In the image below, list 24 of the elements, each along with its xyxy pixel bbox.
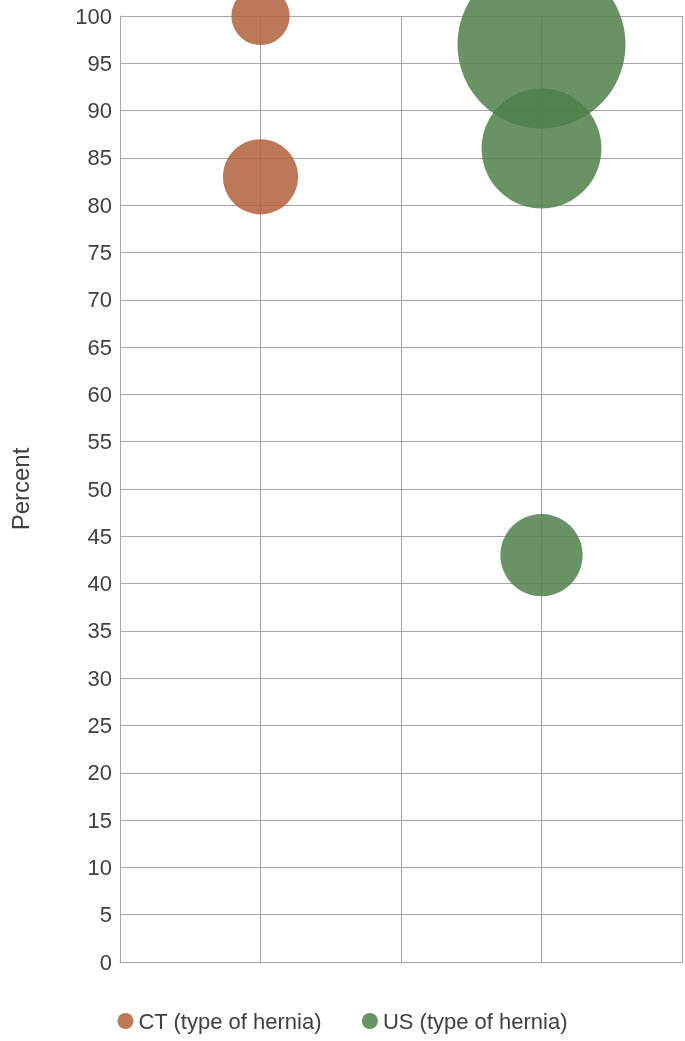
y-tick-label: 90 — [87, 98, 112, 124]
y-tick-label: 75 — [87, 240, 112, 265]
y-tick-label: 70 — [87, 287, 112, 313]
legend-label: CT (type of hernia) — [138, 1008, 322, 1034]
y-tick-label: 95 — [87, 50, 112, 76]
legend-label: US (type of hernia) — [382, 1008, 568, 1034]
y-tick-label: 15 — [87, 807, 112, 833]
y-tick-label: 30 — [87, 665, 112, 691]
y-tick-label: 10 — [87, 854, 112, 880]
y-tick-label: 55 — [87, 429, 112, 455]
y-tick-label: 45 — [87, 523, 112, 549]
y-tick-label: 20 — [87, 760, 112, 786]
y-tick-label: 100 — [75, 3, 112, 29]
y-tick-label: 65 — [87, 334, 112, 360]
y-tick-label: 25 — [87, 713, 112, 738]
y-tick-label: 0 — [99, 949, 112, 975]
y-tick-label: 50 — [87, 476, 112, 502]
y-tick-label: 60 — [87, 381, 112, 407]
y-tick-label: 5 — [99, 902, 112, 928]
y-tick-label: 85 — [87, 145, 112, 171]
y-tick-label: 35 — [87, 618, 112, 644]
y-tick-label: 80 — [87, 192, 112, 218]
y-axis-title: Percent — [6, 447, 34, 531]
y-tick-label: 40 — [87, 571, 112, 597]
